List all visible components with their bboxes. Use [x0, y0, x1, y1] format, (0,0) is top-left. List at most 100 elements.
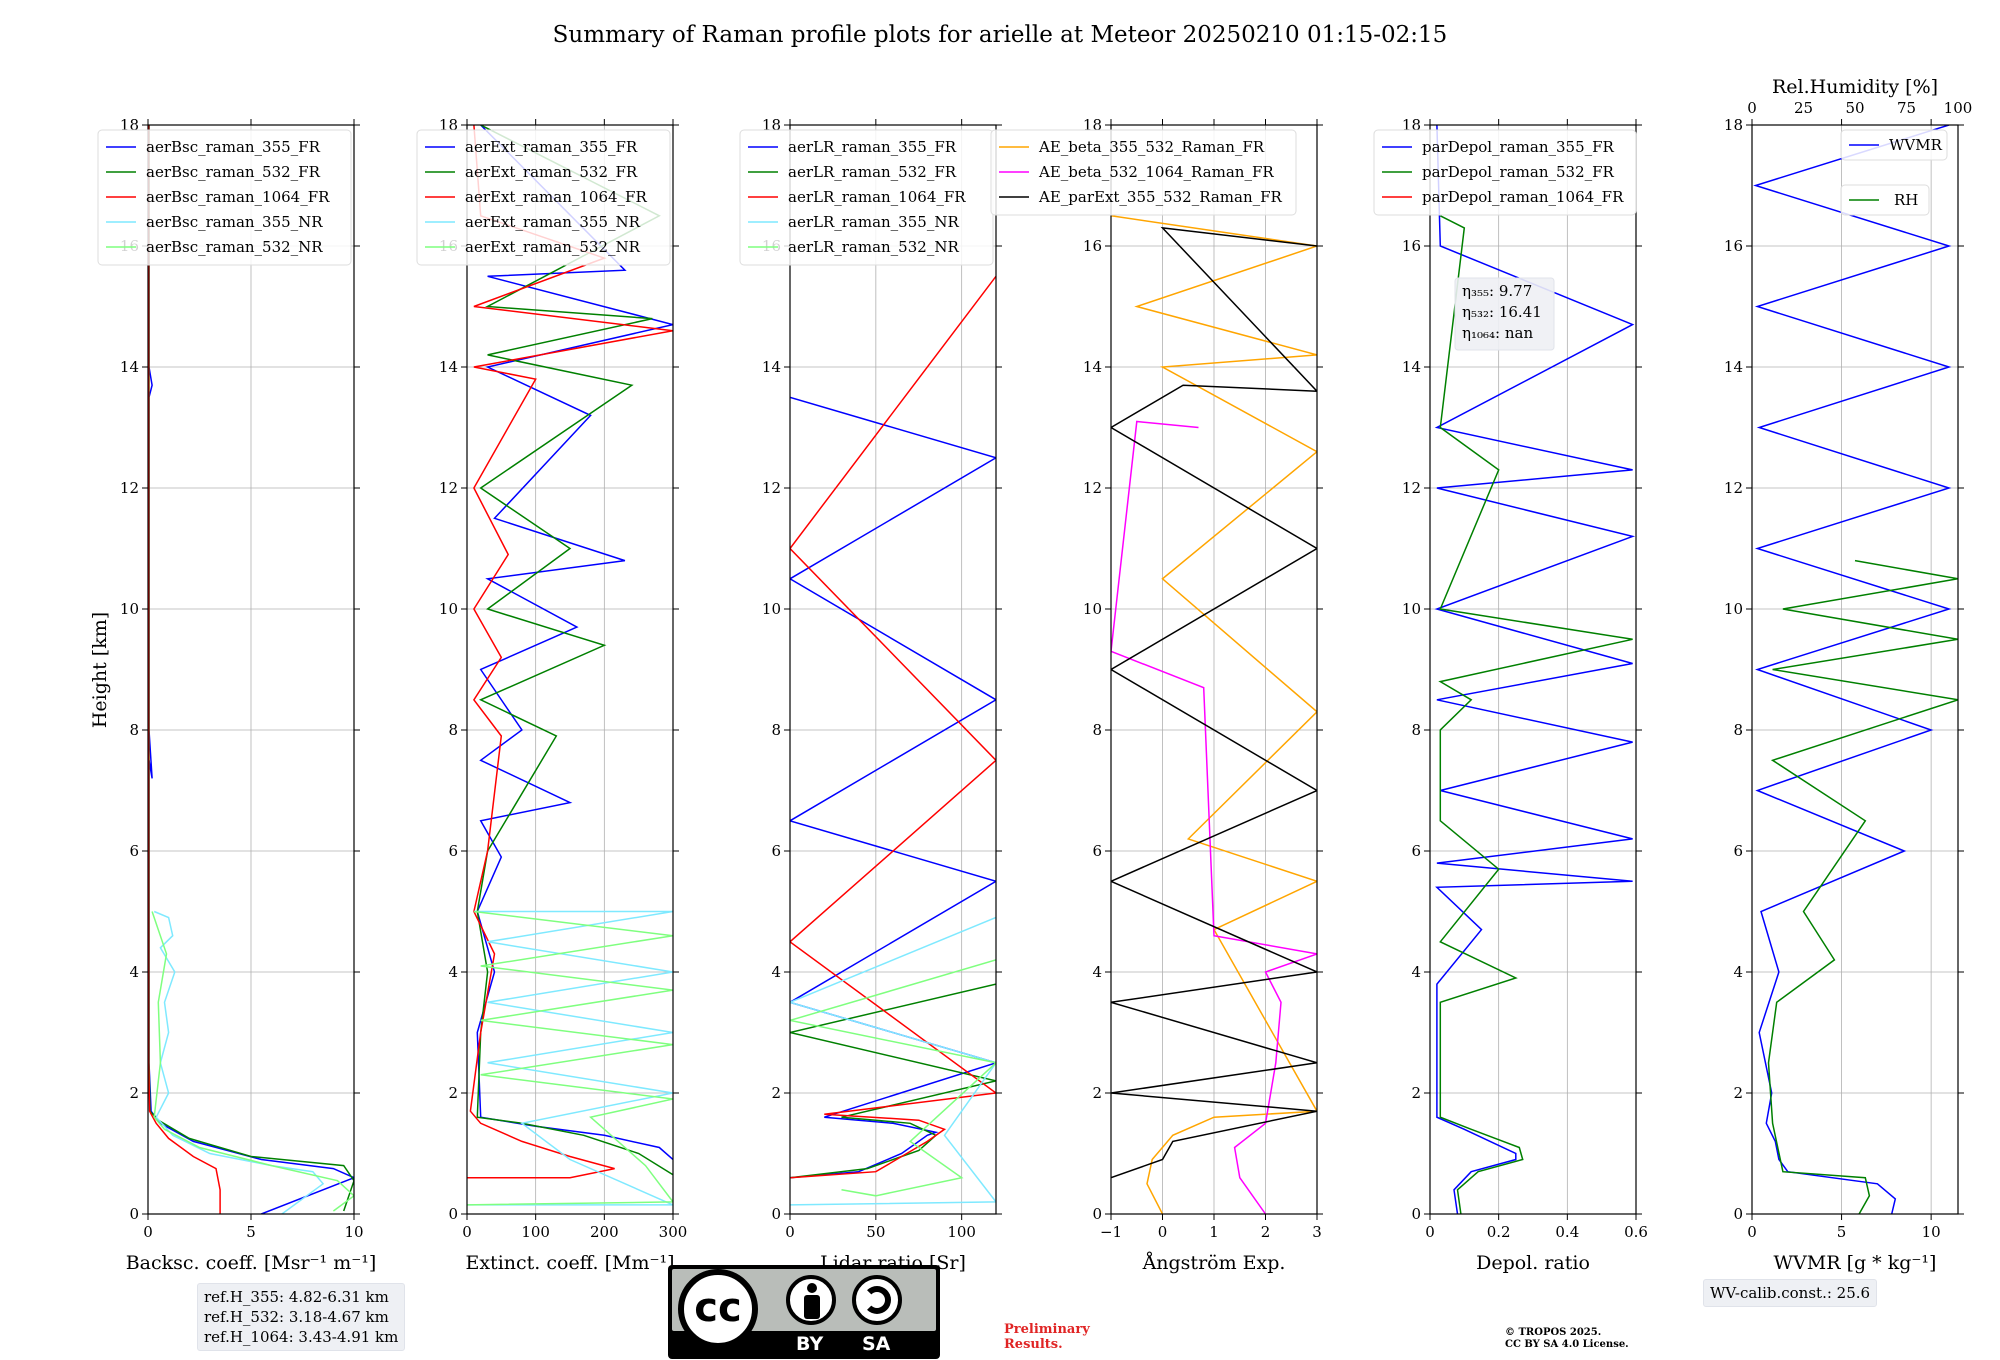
- y-tick-label: 14: [762, 358, 781, 376]
- annotation-text: η₁₀₆₄: nan: [1462, 324, 1533, 342]
- series-line-aerLR_raman_532_FR: [790, 983, 996, 1179]
- depol-annotation: η₃₅₅: 9.77 η₅₃₂: 16.41 η₁₀₆₄: nan: [1454, 277, 1555, 351]
- legend-entry-label: AE_parExt_355_532_Raman_FR: [1038, 188, 1283, 206]
- x-axis-label: Backsc. coeff. [Msr⁻¹ m⁻¹]: [126, 1252, 377, 1274]
- y-tick-label: 12: [439, 479, 458, 497]
- y-tick-label: 14: [1083, 358, 1102, 376]
- x-tick-label: 100: [521, 1223, 550, 1241]
- series-line-aerExt_raman_355_FR: [476, 125, 673, 1178]
- top-x-tick-label: 75: [1897, 99, 1916, 117]
- series-group: [1753, 125, 1958, 1214]
- top-x-tick-label: 50: [1845, 99, 1864, 117]
- legend-wvmr: WVMR: [1840, 129, 1948, 161]
- series-line-aerExt_raman_532_NR: [467, 910, 673, 1206]
- panel-ext: 0246810121416180100200300Extinct. coeff.…: [416, 116, 688, 1274]
- cc-logo-icon: cc: [678, 1269, 758, 1349]
- y-tick-label: 0: [129, 1205, 139, 1223]
- y-tick-label: 10: [439, 600, 458, 618]
- legend-box: [97, 129, 352, 266]
- x-tick-label: 300: [659, 1223, 688, 1241]
- legend-entry-label: aerExt_raman_355_NR: [465, 213, 641, 231]
- ref-height-532: ref.H_532: 3.18-4.67 km: [204, 1308, 389, 1326]
- series-group: [790, 275, 996, 1206]
- y-tick-label: 16: [1402, 237, 1421, 255]
- legend: aerExt_raman_355_FR aerExt_raman_532_FRae…: [416, 129, 671, 266]
- x-axis-label: Extinct. coeff. [Mm⁻¹]: [465, 1252, 674, 1274]
- series-line-aerBsc_raman_532_FR: [148, 125, 354, 1212]
- y-tick-label: 4: [1411, 963, 1421, 981]
- series-line-aerBsc_raman_1064_FR: [148, 125, 221, 1214]
- ref-height-1064: ref.H_1064: 3.43-4.91 km: [204, 1328, 399, 1346]
- y-tick-label: 2: [1092, 1084, 1102, 1102]
- y-tick-label: 8: [1733, 721, 1743, 739]
- y-tick-label: 16: [1724, 237, 1743, 255]
- y-tick-label: 0: [1733, 1205, 1743, 1223]
- preliminary-note: Preliminary Results.: [1004, 1322, 1090, 1352]
- x-axis-label: Depol. ratio: [1476, 1252, 1590, 1274]
- legend-entry-label: aerExt_raman_355_FR: [465, 138, 638, 156]
- copyright-line-1: © TROPOS 2025.: [1505, 1327, 1602, 1338]
- x-tick-label: 200: [590, 1223, 619, 1241]
- y-tick-label: 2: [1411, 1084, 1421, 1102]
- y-tick-label: 8: [1092, 721, 1102, 739]
- axes-frame: [466, 124, 674, 1215]
- y-axis-label: Height [km]: [89, 612, 111, 728]
- x-tick-label: 0: [143, 1223, 153, 1241]
- y-tick-label: 14: [1402, 358, 1421, 376]
- series-group: [1434, 125, 1636, 1214]
- top-x-tick-label: 0: [1747, 99, 1757, 117]
- y-tick-label: 12: [1402, 479, 1421, 497]
- y-tick-label: 8: [129, 721, 139, 739]
- y-tick-label: 12: [120, 479, 139, 497]
- x-tick-label: 10: [1922, 1223, 1941, 1241]
- preliminary-line-2: Results.: [1004, 1337, 1063, 1352]
- x-tick-label: 100: [947, 1223, 976, 1241]
- legend-entry-label: RH: [1894, 191, 1918, 209]
- top-x-tick-label: 100: [1944, 99, 1973, 117]
- legend: aerLR_raman_355_FR aerLR_raman_532_FR aerL…: [739, 129, 994, 266]
- legend-rh: RH: [1840, 184, 1930, 216]
- y-tick-label: 10: [1402, 600, 1421, 618]
- y-tick-label: 0: [448, 1205, 458, 1223]
- annotation-box: [1454, 277, 1555, 351]
- series-line-aerExt_raman_532_FR: [476, 125, 673, 1176]
- legend-entry-label: aerBsc_raman_532_FR: [146, 163, 321, 181]
- preliminary-line-1: Preliminary: [1004, 1322, 1090, 1337]
- legend-entry-label: aerLR_raman_355_FR: [788, 138, 957, 156]
- y-tick-label: 6: [129, 842, 139, 860]
- top-x-axis-label: Rel.Humidity [%]: [1772, 76, 1938, 98]
- series-line-aerBsc_raman_355_NR: [153, 910, 325, 1214]
- series-line-aerLR_raman_355_NR: [790, 916, 996, 1206]
- legend: aerBsc_raman_355_FR aerBsc_raman_532_FRae…: [97, 129, 352, 266]
- y-tick-label: 12: [762, 479, 781, 497]
- legend-entry-label: aerExt_raman_532_NR: [465, 238, 641, 256]
- y-tick-label: 4: [771, 963, 781, 981]
- legend-entry-label: aerLR_raman_532_NR: [788, 238, 959, 256]
- y-tick-label: 6: [1733, 842, 1743, 860]
- y-tick-label: 10: [1083, 600, 1102, 618]
- y-tick-label: 14: [1724, 358, 1743, 376]
- series-line-AE_parExt_355_532_Raman_FR: [1111, 226, 1317, 1179]
- cc-sa-label: SA: [862, 1333, 891, 1355]
- y-tick-label: 18: [1724, 116, 1743, 134]
- x-tick-label: 3: [1312, 1223, 1322, 1241]
- y-tick-label: 6: [1092, 842, 1102, 860]
- axes-frame: [789, 124, 997, 1215]
- x-axis-label: WVMR [g * kg⁻¹]: [1774, 1252, 1937, 1274]
- ref-height-355: ref.H_355: 4.82-6.31 km: [204, 1288, 389, 1306]
- y-tick-label: 0: [771, 1205, 781, 1223]
- legend-entry-label: aerBsc_raman_355_FR: [146, 138, 321, 156]
- legend-entry-label: aerBsc_raman_355_NR: [146, 213, 323, 231]
- series-line-aerBsc_raman_532_NR: [151, 911, 354, 1212]
- y-tick-label: 2: [771, 1084, 781, 1102]
- legend-entry-label: aerBsc_raman_1064_FR: [146, 188, 330, 206]
- x-tick-label: −1: [1100, 1223, 1122, 1241]
- copyright-line-2: CC BY SA 4.0 License.: [1505, 1339, 1629, 1350]
- series-line-aerExt_raman_355_NR: [467, 910, 673, 1206]
- cc-license-badge: cc BY SA: [668, 1265, 940, 1359]
- wv-calibration-text: WV-calib.const.: 25.6: [1710, 1284, 1871, 1302]
- attribution-person-icon: [786, 1275, 836, 1325]
- y-tick-label: 2: [1733, 1084, 1743, 1102]
